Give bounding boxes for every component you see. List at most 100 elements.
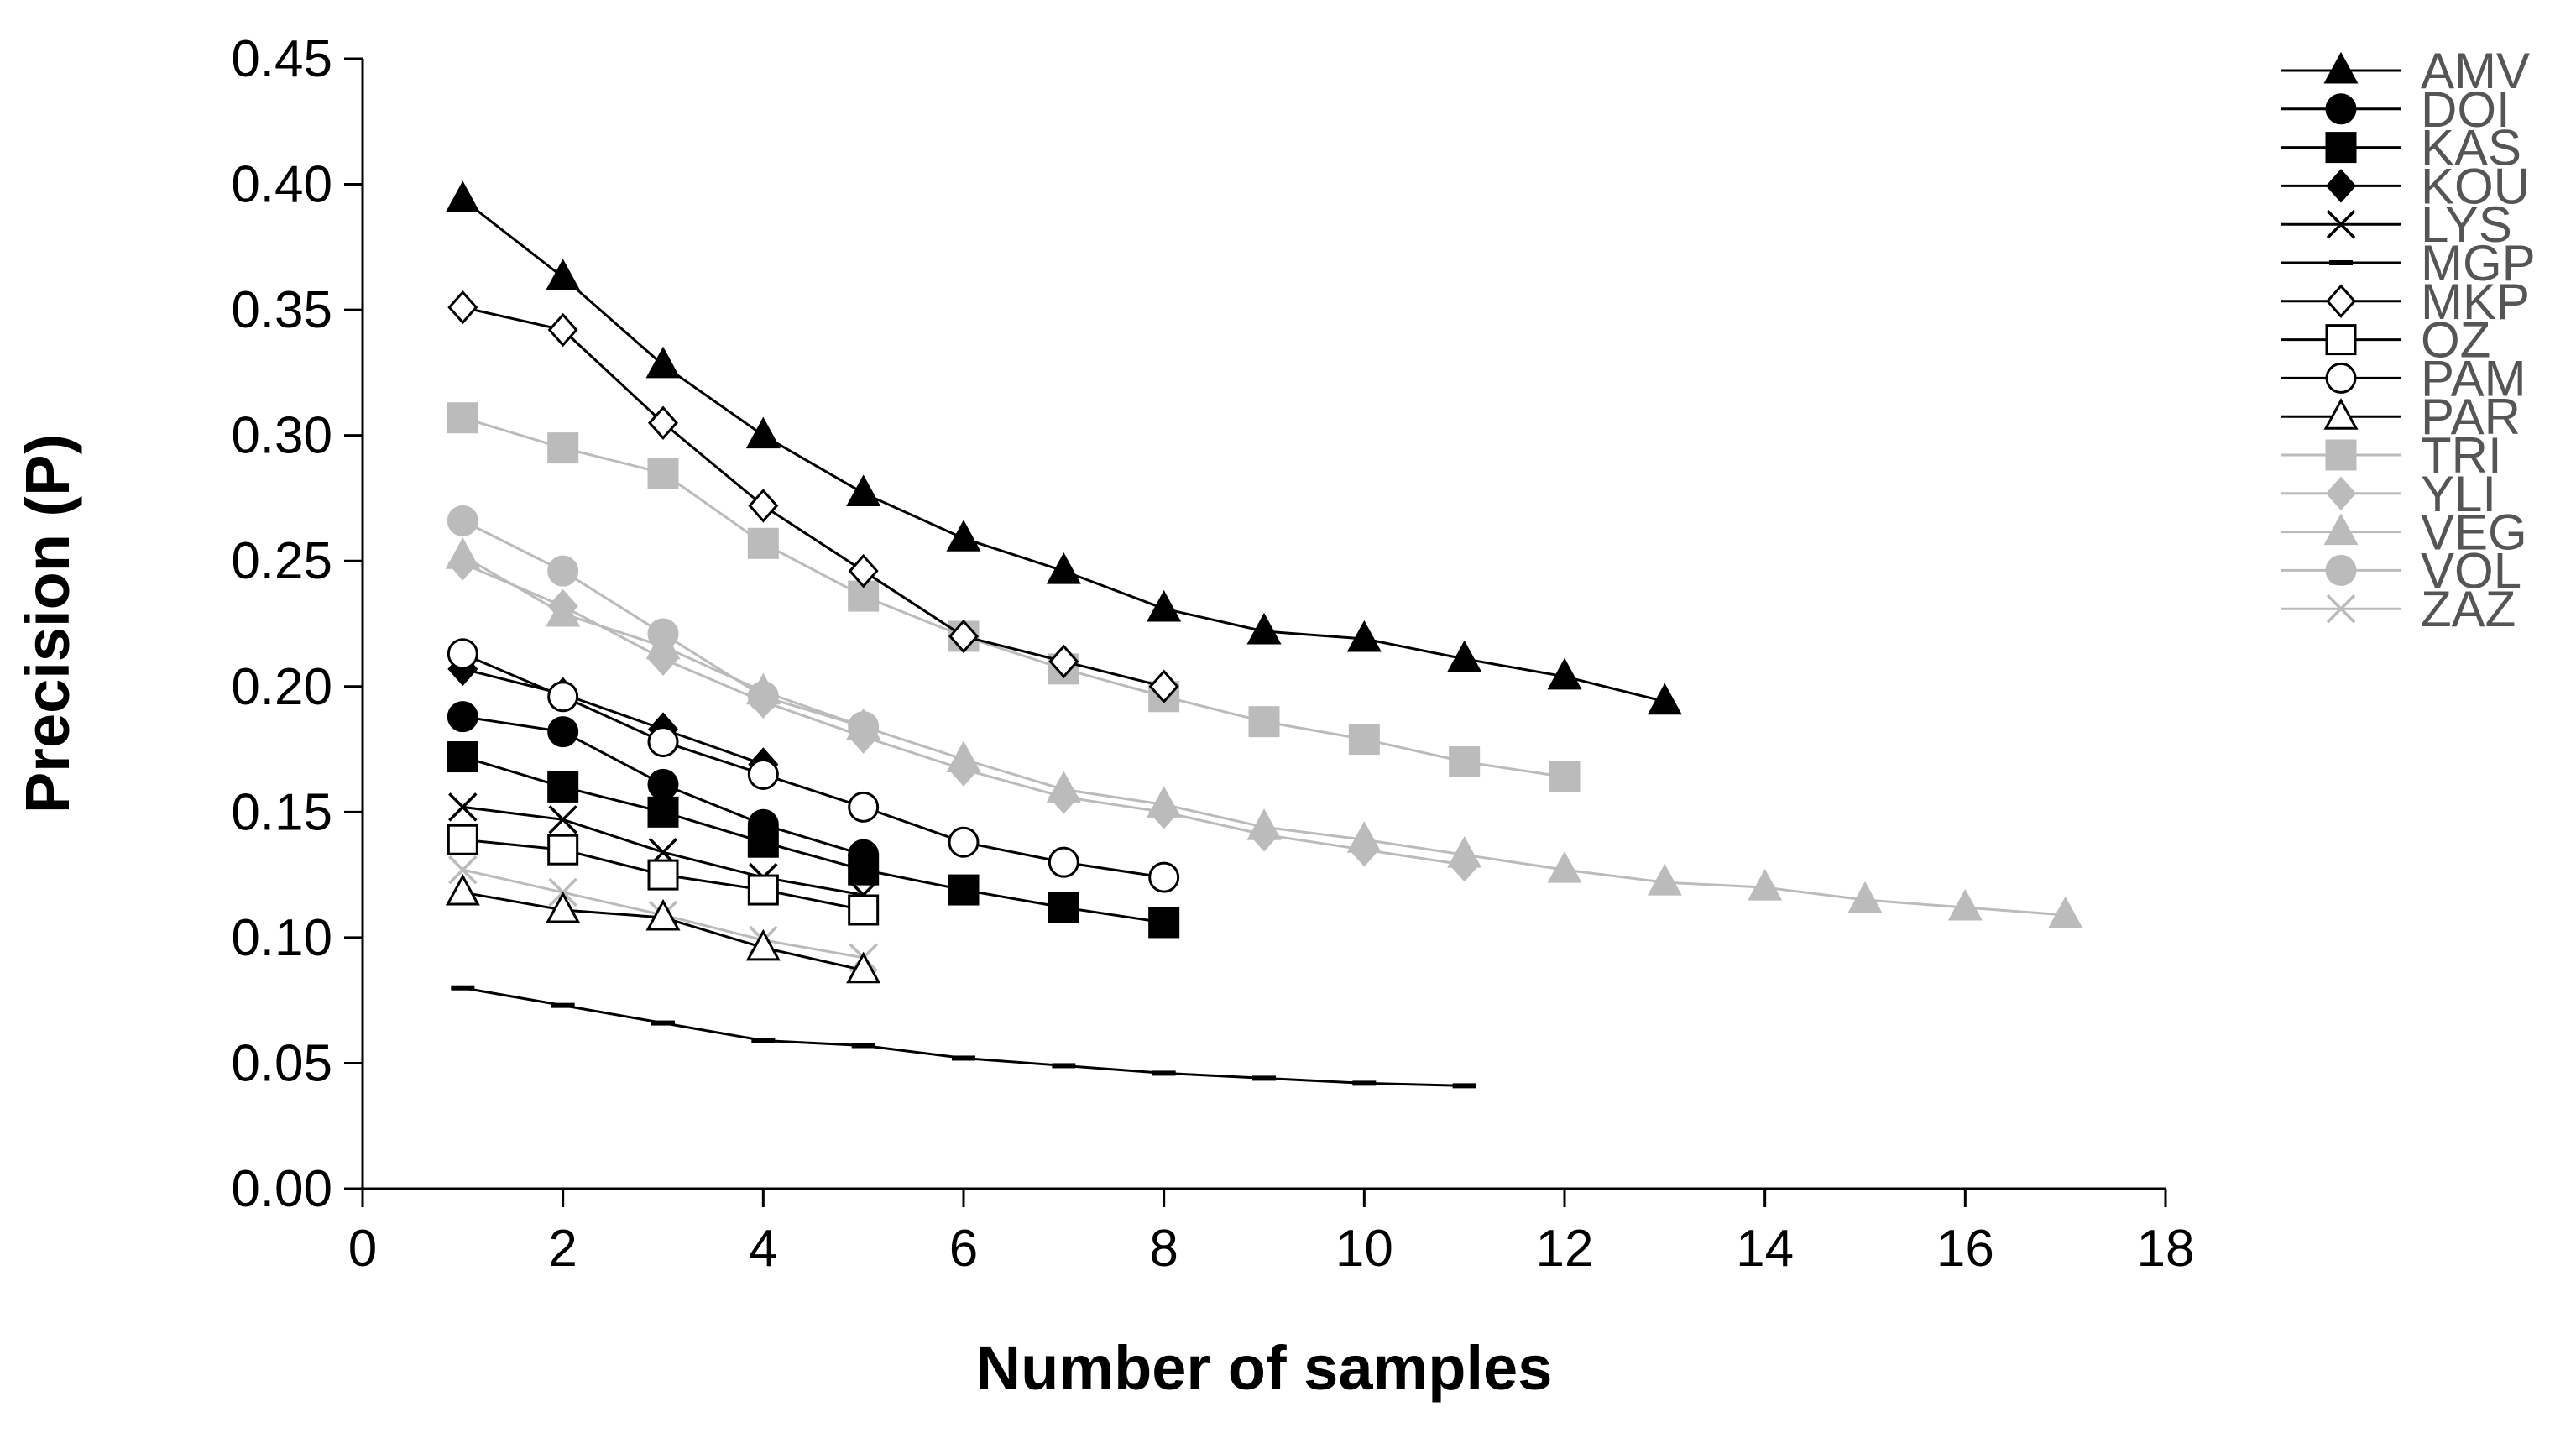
data-point-par <box>546 891 581 923</box>
data-point-mgp <box>1152 1070 1176 1076</box>
legend-marker-yli <box>2325 476 2357 511</box>
data-point-doi <box>447 701 478 733</box>
data-point-kas <box>1148 907 1180 939</box>
legend-label: DOI <box>2421 81 2511 138</box>
data-point-kas <box>948 874 980 906</box>
data-point-tri <box>547 432 579 464</box>
x-tick-label: 12 <box>1536 1220 1594 1278</box>
x-tick-label: 2 <box>548 1220 577 1278</box>
data-point-mgp <box>551 1002 575 1008</box>
data-point-mkp <box>1148 669 1179 704</box>
data-point-oz <box>447 824 478 855</box>
data-point-veg <box>946 740 981 773</box>
data-point-kas <box>747 826 779 858</box>
data-point-vol <box>647 618 679 650</box>
data-point-veg <box>1947 888 1983 921</box>
x-tick-label: 6 <box>949 1220 978 1278</box>
data-point-amv <box>546 259 581 290</box>
data-point-par <box>745 928 781 961</box>
legend-label: ZAZ <box>2421 581 2516 637</box>
data-point-pam <box>848 791 880 823</box>
legend-label: VOL <box>2421 542 2521 599</box>
data-point-mkp <box>447 290 478 325</box>
data-point-amv <box>1346 620 1382 652</box>
legend-marker-mgp <box>2329 260 2353 265</box>
legend-item-vol: VOL <box>2281 542 2521 599</box>
data-point-mgp <box>851 1043 875 1049</box>
legend-label: MKP <box>2421 274 2530 330</box>
legend-marker-tri <box>2325 439 2357 471</box>
data-point-mgp <box>1352 1080 1377 1086</box>
legend-item-kou: KOU <box>2281 158 2530 214</box>
legend-marker-pam <box>2325 362 2357 394</box>
data-point-veg <box>1547 850 1582 883</box>
legend-label: PAM <box>2421 350 2526 406</box>
legend-item-pam: PAM <box>2281 350 2526 406</box>
legend-label: KAS <box>2421 120 2521 176</box>
legend-marker-oz <box>2325 324 2357 356</box>
legend-item-doi: DOI <box>2281 81 2511 138</box>
data-point-mkp <box>848 553 879 588</box>
data-point-par <box>445 873 480 906</box>
legend-marker-amv <box>2323 51 2359 84</box>
data-point-veg <box>1447 836 1482 868</box>
data-point-mgp <box>751 1038 776 1043</box>
data-point-doi <box>647 768 679 800</box>
data-point-mkp <box>748 489 779 523</box>
data-point-amv <box>1547 657 1582 690</box>
data-point-amv <box>946 520 981 552</box>
data-point-amv <box>445 180 480 213</box>
data-point-pam <box>647 726 679 758</box>
y-tick-label: 0.05 <box>231 1034 332 1092</box>
legend-label: MGP <box>2421 235 2536 291</box>
data-point-tri <box>1549 761 1581 792</box>
legend-item-veg: VEG <box>2281 505 2527 561</box>
legend-label: PAR <box>2421 389 2521 445</box>
data-point-par <box>645 898 681 931</box>
legend-label: VEG <box>2421 505 2527 561</box>
data-point-veg <box>1748 868 1783 901</box>
data-point-vol <box>747 681 779 713</box>
data-point-kas <box>848 854 880 886</box>
legend-item-kas: KAS <box>2281 120 2521 176</box>
legend-marker-vol <box>2325 554 2357 586</box>
data-point-tri <box>747 527 779 559</box>
data-point-pam <box>948 826 980 858</box>
data-point-pam <box>747 758 779 790</box>
legend-marker-zaz <box>2326 594 2356 624</box>
data-point-mgp <box>651 1020 675 1026</box>
data-point-lys <box>448 792 478 822</box>
data-point-kas <box>447 741 478 773</box>
y-tick-label: 0.00 <box>231 1160 332 1218</box>
data-point-veg <box>445 537 480 569</box>
data-point-mgp <box>1452 1083 1476 1089</box>
y-tick-label: 0.30 <box>231 407 332 465</box>
data-point-veg <box>1046 771 1081 803</box>
axis-ticks: 0.00 0.05 0.10 0.15 0.20 0.25 0.30 0.35 0.40 0.45… <box>231 30 2194 1278</box>
data-point-veg <box>1847 881 1883 913</box>
series-line-mkp <box>462 306 1165 688</box>
data-point-kas <box>547 771 579 803</box>
data-point-kas <box>647 796 679 828</box>
data-point-mkp <box>1048 644 1079 679</box>
y-tick-label: 0.25 <box>231 532 332 590</box>
series-oz <box>447 824 880 926</box>
data-point-veg <box>546 594 581 627</box>
legend-item-amv: AMV <box>2281 43 2530 99</box>
series-mkp <box>447 290 1179 704</box>
series-mgp <box>451 985 1476 1089</box>
data-point-pam <box>1048 846 1079 878</box>
series-tri <box>447 402 1581 792</box>
x-tick-label: 18 <box>2137 1220 2195 1278</box>
x-tick-label: 0 <box>348 1220 377 1278</box>
series-amv <box>445 180 1682 715</box>
series-layer <box>445 180 2083 1089</box>
series-line-kou <box>462 667 764 766</box>
data-point-mkp <box>948 619 980 654</box>
legend-item-par: PAR <box>2281 389 2521 445</box>
x-tick-label: 14 <box>1736 1220 1794 1278</box>
data-point-tri <box>1348 724 1380 756</box>
data-point-veg <box>1647 863 1682 896</box>
